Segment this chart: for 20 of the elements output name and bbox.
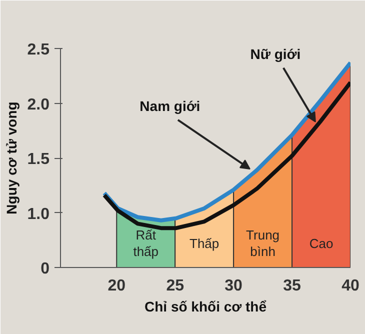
y-tick-label: 2.0 — [27, 96, 50, 114]
y-tick-label: 2.5 — [27, 42, 50, 58]
y-tick-label: 1.0 — [27, 206, 50, 223]
x-tick-label: 25 — [166, 278, 184, 294]
series-label: Thấp — [190, 236, 220, 251]
x-axis-title: Chỉ số khối cơ thể — [144, 298, 267, 314]
series-label: Trung bình — [246, 228, 280, 260]
x-tick-label: 20 — [108, 278, 126, 294]
annotation: Nam giới — [140, 98, 200, 114]
x-tick-label: 40 — [342, 278, 360, 294]
y-tick-label: 1.5 — [27, 151, 50, 168]
series-label: Cao — [309, 236, 334, 251]
annotation: Nữ giới — [250, 46, 301, 62]
x-tick-label: 30 — [224, 278, 243, 294]
x-tick-label: 35 — [283, 278, 302, 294]
line-series — [102, 80, 350, 230]
line-series — [102, 60, 350, 222]
y-tick-label: 0 — [40, 260, 50, 278]
series-label: Rất thấp — [133, 228, 159, 260]
y-axis-title: Nguy cơ tử vong — [3, 102, 20, 214]
